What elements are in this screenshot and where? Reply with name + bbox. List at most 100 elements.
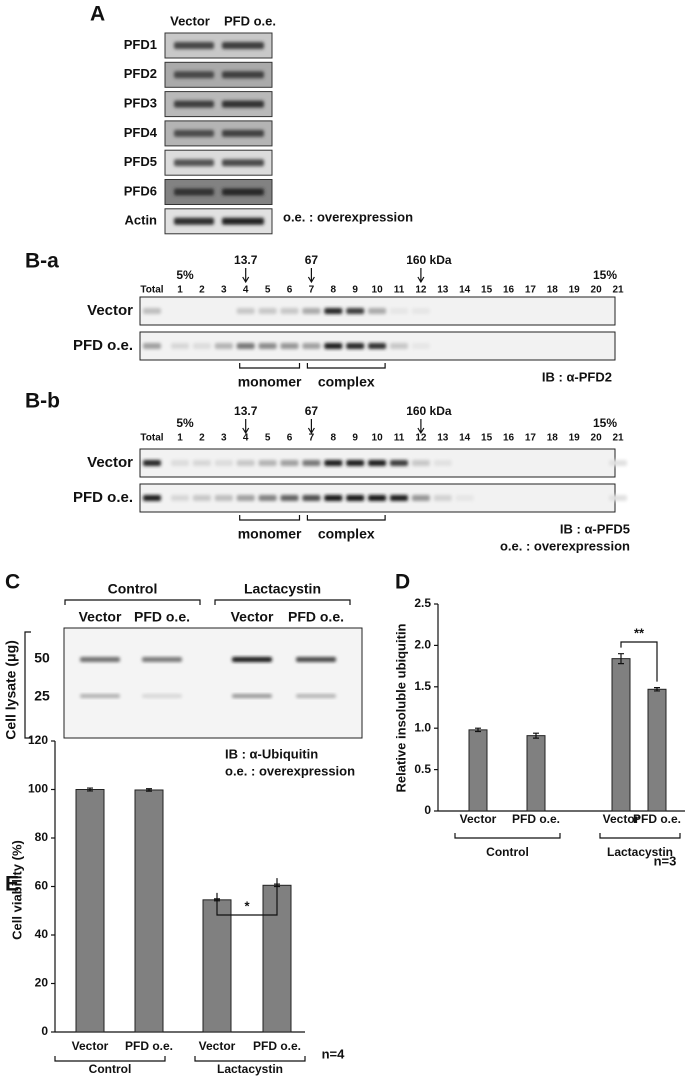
band: [390, 495, 408, 501]
band: [280, 343, 299, 349]
bracket: [599, 833, 681, 839]
bar: [134, 789, 164, 1033]
fraction-label: 14: [459, 285, 471, 296]
column-label: PFD o.e.: [288, 609, 344, 625]
band: [368, 495, 387, 501]
fraction-label: 20: [591, 433, 603, 444]
fraction-label: 3: [221, 285, 227, 296]
fraction-label: 9: [352, 285, 358, 296]
band: [174, 159, 214, 167]
significance: *: [244, 898, 250, 913]
bar: [647, 688, 667, 812]
marker-label: 13.7: [234, 253, 258, 267]
band: [222, 217, 264, 225]
fraction-label: 11: [394, 285, 405, 296]
band: [302, 308, 321, 314]
band: [222, 129, 264, 137]
band: [236, 495, 255, 501]
bracket: [306, 363, 386, 369]
fraction-label: 15: [481, 433, 493, 444]
group-label: Lactacystin: [217, 1062, 283, 1076]
row-label: PFD4: [124, 125, 158, 140]
y-tick-label: 120: [28, 733, 48, 747]
y-tick-label: 60: [35, 879, 49, 893]
band: [192, 343, 211, 349]
band: [143, 495, 161, 501]
band: [411, 343, 430, 349]
band: [171, 460, 189, 466]
fraction-label: 10: [372, 433, 384, 444]
marker-label: 67: [305, 404, 319, 418]
panel-label: B-b: [25, 390, 60, 413]
fraction-label: 18: [547, 285, 559, 296]
note: o.e. : overexpression: [500, 538, 630, 553]
band: [222, 100, 264, 108]
fraction-label: 9: [352, 433, 358, 444]
arrow: [417, 268, 425, 284]
significance-bracket: [216, 878, 278, 916]
fraction-label: 6: [287, 433, 293, 444]
band: [80, 694, 120, 698]
band: [411, 495, 430, 501]
row-label: PFD o.e.: [73, 489, 133, 506]
band: [280, 308, 299, 314]
significance-bracket: [620, 641, 658, 682]
fraction-label: 13: [437, 433, 449, 444]
band: [280, 495, 299, 501]
y-tick-label: 0.5: [414, 762, 431, 776]
band: [222, 42, 264, 49]
band: [174, 217, 214, 225]
group-label: Control: [89, 1062, 132, 1076]
bar: [202, 899, 232, 1033]
band: [143, 460, 161, 466]
band: [368, 460, 387, 466]
column-label: Vector: [231, 609, 274, 625]
marker-label: 160 kDa: [406, 253, 452, 267]
panel-label: C: [5, 571, 20, 594]
gradient-start: 5%: [176, 416, 194, 430]
fraction-label: 11: [394, 433, 405, 444]
bracket: [454, 833, 561, 839]
note: o.e. : overexpression: [283, 209, 413, 224]
fraction-label: 12: [415, 433, 427, 444]
band: [236, 343, 255, 349]
band: [143, 343, 161, 349]
fraction-label: 19: [569, 285, 581, 296]
y-axis-label: Cell viability (%): [9, 840, 24, 940]
band: [346, 460, 365, 466]
band: [143, 308, 161, 314]
bar: [75, 789, 105, 1033]
ib-label: IB : α-Ubiquitin: [225, 746, 318, 761]
band: [411, 308, 430, 314]
band: [142, 657, 182, 662]
band: [171, 343, 189, 349]
band: [346, 343, 365, 349]
band: [174, 129, 214, 137]
marker-label: 13.7: [234, 404, 258, 418]
fraction-label: 21: [612, 433, 624, 444]
bracket: [239, 363, 301, 369]
y-axis-label: Relative insoluble ubiquitin: [393, 623, 408, 792]
band: [346, 495, 365, 501]
row-label: 50: [34, 650, 50, 666]
band: [609, 495, 627, 501]
band: [80, 657, 120, 662]
fraction-label: 3: [221, 433, 227, 444]
fraction-label: 21: [612, 285, 624, 296]
fraction-label: 15: [481, 285, 493, 296]
band: [222, 188, 264, 196]
fraction-label: 17: [525, 433, 537, 444]
group-label: Lactacystin: [244, 581, 321, 597]
error-bar: [87, 787, 93, 792]
fraction-label: 14: [459, 433, 471, 444]
band: [324, 308, 343, 314]
x-tick-label: Vector: [460, 812, 497, 826]
note: n=4: [322, 1046, 346, 1061]
fraction-label: 12: [415, 285, 427, 296]
band: [174, 100, 214, 108]
bracket: [239, 515, 301, 521]
band: [368, 343, 387, 349]
band: [236, 460, 255, 466]
row-label: PFD3: [124, 96, 157, 111]
blot: [139, 296, 616, 326]
